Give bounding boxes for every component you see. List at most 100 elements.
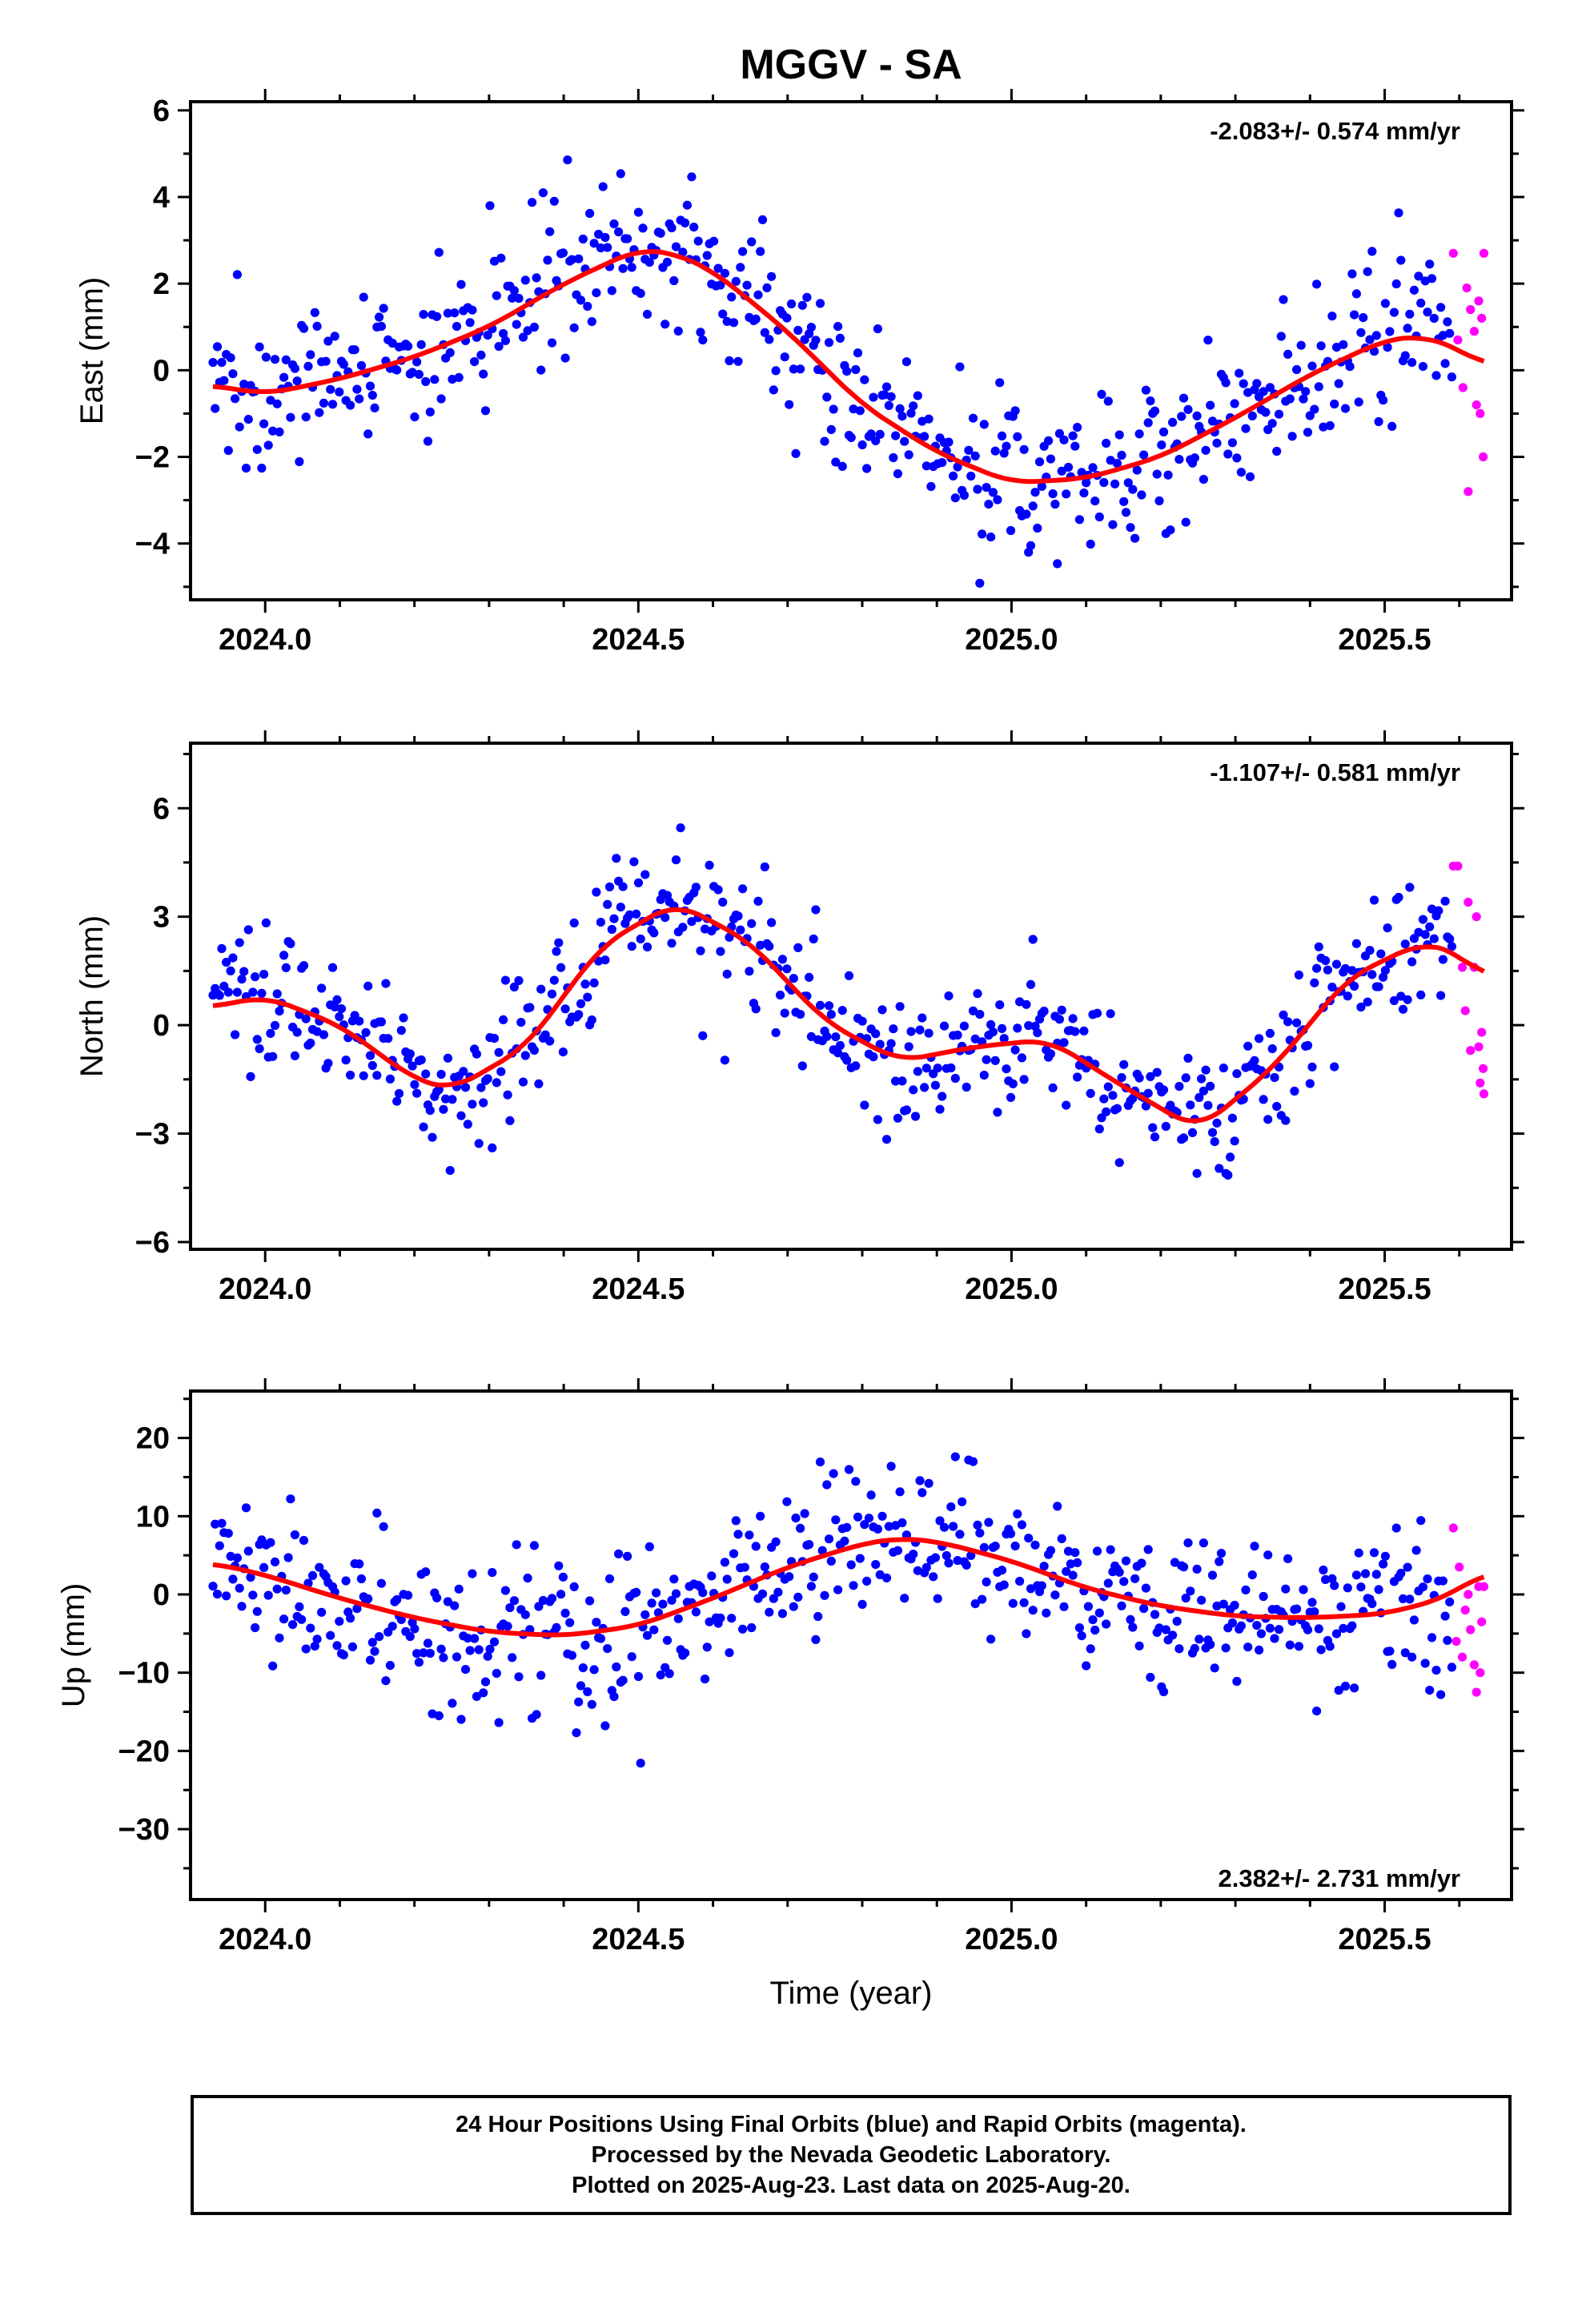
final-point <box>239 967 249 976</box>
final-point <box>212 342 223 352</box>
fit-curve <box>212 907 1485 1124</box>
final-point <box>805 1540 814 1550</box>
final-point <box>1270 1634 1279 1643</box>
final-point <box>1438 955 1447 964</box>
final-point <box>629 857 639 866</box>
final-point <box>776 991 785 1000</box>
final-point <box>1425 259 1435 269</box>
final-point <box>286 939 295 948</box>
final-point <box>782 1497 792 1506</box>
final-point <box>1247 411 1257 421</box>
final-point <box>563 155 572 165</box>
final-point <box>696 946 705 955</box>
final-point <box>649 928 659 938</box>
final-point <box>540 1030 550 1039</box>
final-point <box>785 1572 794 1582</box>
final-point <box>1006 525 1016 536</box>
final-point <box>1212 1118 1222 1128</box>
final-point <box>1152 469 1162 479</box>
final-point <box>1389 308 1399 317</box>
final-point <box>1186 1100 1195 1110</box>
final-point <box>583 301 592 312</box>
final-point <box>421 1069 431 1079</box>
final-point <box>306 350 315 360</box>
final-point <box>656 228 665 238</box>
final-point <box>833 322 843 332</box>
final-point <box>520 275 530 285</box>
y-tick-label: 20 <box>136 1422 170 1456</box>
rapid-point <box>1479 248 1489 258</box>
final-point <box>492 291 501 300</box>
final-point <box>529 322 540 332</box>
final-point <box>953 1030 962 1040</box>
final-point <box>208 358 218 368</box>
final-point <box>266 1028 275 1038</box>
final-point <box>307 1570 318 1580</box>
final-point <box>968 1006 978 1015</box>
final-point <box>1336 1602 1346 1611</box>
final-point <box>1019 1598 1029 1607</box>
final-point <box>986 1634 996 1644</box>
final-point <box>921 1562 931 1572</box>
final-point <box>939 1522 950 1532</box>
final-point <box>1030 1540 1040 1550</box>
final-point <box>243 925 253 935</box>
y-tick-label: −4 <box>135 528 170 561</box>
final-point <box>1351 939 1361 948</box>
final-point <box>1310 404 1319 414</box>
final-point <box>261 918 271 927</box>
y-tick-label: −2 <box>135 441 170 475</box>
final-point <box>805 972 814 982</box>
final-point <box>1255 1034 1264 1043</box>
final-point <box>1403 324 1412 333</box>
final-point <box>1070 1548 1080 1558</box>
final-point <box>713 885 723 895</box>
final-point <box>405 1632 415 1642</box>
final-point <box>933 1063 942 1073</box>
final-point <box>534 1079 544 1088</box>
y-axis-label: North (mm) <box>74 915 110 1077</box>
final-point <box>352 1604 362 1614</box>
final-point <box>1323 965 1332 975</box>
final-point <box>780 352 789 362</box>
final-point <box>720 268 730 278</box>
final-point <box>930 1553 940 1562</box>
final-point <box>1354 397 1363 407</box>
final-point <box>782 313 792 323</box>
final-point <box>286 1494 295 1504</box>
final-orbit-points <box>208 823 1456 1180</box>
final-point <box>988 488 998 497</box>
final-point <box>806 1582 817 1591</box>
final-point <box>335 1012 344 1022</box>
final-point <box>1110 479 1120 489</box>
final-point <box>474 1645 484 1655</box>
final-point <box>1265 1028 1275 1038</box>
final-point <box>1232 453 1242 463</box>
final-point <box>984 1518 994 1527</box>
final-point <box>1343 1583 1352 1593</box>
final-point <box>1350 310 1359 320</box>
final-point <box>412 1649 422 1659</box>
final-point <box>257 464 267 473</box>
x-tick-label: 2025.0 <box>965 1923 1058 1956</box>
final-point <box>727 1614 737 1623</box>
final-point <box>263 1590 273 1600</box>
final-point <box>341 1055 351 1065</box>
final-point <box>806 323 817 332</box>
final-point <box>1137 490 1146 500</box>
final-point <box>1103 1578 1113 1588</box>
final-point <box>1310 1607 1319 1617</box>
final-point <box>419 1122 428 1132</box>
final-point <box>1037 1581 1046 1590</box>
final-point <box>580 979 590 989</box>
final-point <box>984 500 994 509</box>
final-point <box>751 1004 761 1014</box>
final-point <box>1053 1502 1062 1511</box>
final-point <box>421 1567 431 1577</box>
rapid-point <box>1476 1668 1485 1678</box>
final-point <box>592 887 601 897</box>
final-point <box>492 1668 501 1679</box>
final-point <box>875 1039 885 1049</box>
final-point <box>962 1560 971 1570</box>
final-point <box>1123 478 1133 488</box>
